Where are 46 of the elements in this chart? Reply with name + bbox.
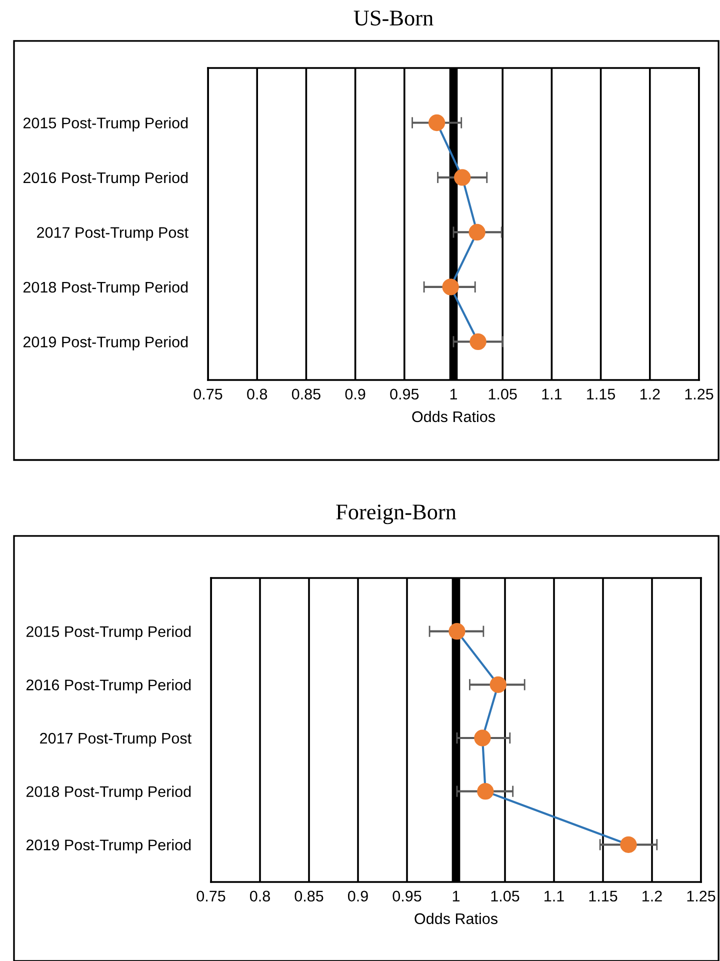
chart-title: Foreign-Born <box>336 504 456 524</box>
x-tick-label: 0.9 <box>345 388 366 400</box>
y-tick-label: 2015 Post-Trump Period <box>26 626 191 640</box>
x-tick-label: 1.2 <box>640 388 660 400</box>
x-tick-label: 1.1 <box>542 388 562 400</box>
x-tick-label: 1.2 <box>642 890 662 902</box>
x-tick-label: 1.15 <box>587 388 616 400</box>
point <box>470 333 486 350</box>
point <box>477 783 494 800</box>
x-axis-title: Odds Ratios <box>414 912 498 924</box>
x-tick-label: 1 <box>452 890 460 902</box>
chart-title: US-Born <box>354 10 434 26</box>
x-tick-label: 0.95 <box>392 890 422 902</box>
point <box>620 836 637 853</box>
x-tick-label: 1.25 <box>685 388 714 400</box>
x-tick-label: 0.8 <box>247 388 268 400</box>
y-tick-label: 2019 Post-Trump Period <box>23 336 188 350</box>
x-tick-label: 1.25 <box>687 890 716 902</box>
x-tick-label: 0.75 <box>196 890 226 902</box>
x-tick-label: 0.85 <box>294 890 324 902</box>
x-tick-label: 0.75 <box>194 388 222 400</box>
point <box>448 623 466 640</box>
y-tick-label: 2016 Post-Trump Period <box>26 679 191 694</box>
x-tick-label: 0.9 <box>348 890 368 902</box>
point <box>490 676 506 693</box>
y-tick-label: 2017 Post-Trump Post <box>37 227 188 241</box>
point <box>474 730 491 746</box>
x-tick-label: 1.05 <box>491 890 520 902</box>
x-axis-title: Odds Ratios <box>412 410 495 422</box>
y-tick-label: 2016 Post-Trump Period <box>23 172 188 186</box>
x-tick-label: 1.15 <box>589 890 618 902</box>
y-tick-label: 2019 Post-Trump Period <box>26 839 191 854</box>
point <box>442 278 459 296</box>
x-tick-label: 1.1 <box>544 890 564 902</box>
point <box>428 114 446 132</box>
x-tick-label: 0.95 <box>390 388 419 400</box>
x-tick-label: 0.85 <box>292 388 320 400</box>
y-tick-label: 2015 Post-Trump Period <box>23 117 188 132</box>
x-tick-label: 1 <box>450 388 458 400</box>
x-tick-label: 0.8 <box>250 890 270 902</box>
y-tick-label: 2017 Post-Trump Post <box>40 732 192 747</box>
y-tick-label: 2018 Post-Trump Period <box>23 281 188 296</box>
point <box>454 169 471 186</box>
point <box>468 224 486 241</box>
y-tick-label: 2018 Post-Trump Period <box>26 786 191 800</box>
x-tick-label: 1.05 <box>488 388 517 400</box>
